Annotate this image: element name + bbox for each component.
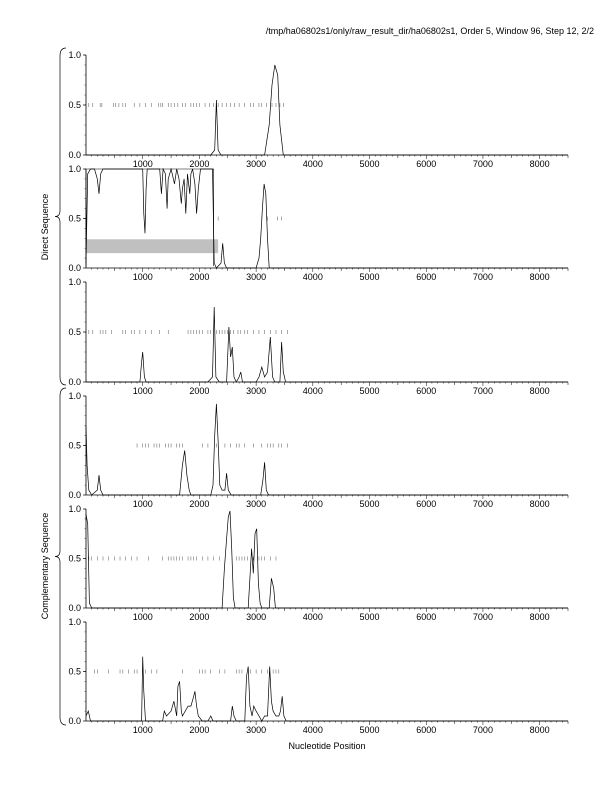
x-tick-label: 5000 [360, 612, 380, 622]
x-tick-label: 2000 [189, 159, 209, 169]
x-tick-label: 2000 [189, 725, 209, 735]
x-tick-label: 3000 [246, 612, 266, 622]
x-tick-label: 2000 [189, 272, 209, 282]
x-tick-label: 7000 [473, 725, 493, 735]
series-line [85, 403, 568, 496]
direct-group-brace [54, 47, 67, 386]
x-tick-label: 6000 [416, 612, 436, 622]
y-tick-label: 0.0 [68, 150, 81, 160]
x-axis-title: Nucleotide Position [288, 741, 365, 751]
x-tick-label: 7000 [473, 272, 493, 282]
complementary-group-label: Complementary Sequence [40, 513, 50, 620]
x-tick-label: 5000 [360, 499, 380, 509]
figure-title: /tmp/ha06802s1/only/raw_result_dir/ha068… [265, 26, 594, 36]
y-tick-label: 0.5 [68, 327, 81, 337]
x-tick-label: 6000 [416, 272, 436, 282]
y-tick-label: 1.0 [68, 164, 81, 174]
x-tick-label: 3000 [246, 725, 266, 735]
y-tick-label: 0.5 [68, 441, 81, 451]
x-tick-label: 1000 [133, 499, 153, 509]
x-tick-label: 1000 [133, 386, 153, 396]
x-tick-label: 1000 [133, 612, 153, 622]
y-tick-label: 0.5 [68, 100, 81, 110]
series-line [85, 510, 568, 609]
x-tick-label: 2000 [189, 499, 209, 509]
x-tick-label: 6000 [416, 499, 436, 509]
x-tick-label: 4000 [303, 725, 323, 735]
y-tick-label: 0.5 [68, 667, 81, 677]
x-tick-label: 3000 [246, 159, 266, 169]
series-line [85, 656, 568, 722]
x-tick-label: 5000 [360, 159, 380, 169]
series-line [86, 306, 568, 383]
y-tick-label: 1.0 [68, 617, 81, 627]
x-tick-label: 2000 [189, 612, 209, 622]
x-tick-label: 3000 [246, 386, 266, 396]
x-tick-label: 8000 [530, 159, 550, 169]
x-tick-label: 4000 [303, 159, 323, 169]
x-tick-label: 1000 [133, 725, 153, 735]
x-tick-label: 1000 [133, 272, 153, 282]
x-tick-label: 2000 [189, 386, 209, 396]
x-tick-label: 7000 [473, 612, 493, 622]
y-tick-label: 0.0 [68, 603, 81, 613]
x-tick-label: 4000 [303, 612, 323, 622]
x-tick-label: 8000 [530, 272, 550, 282]
x-tick-label: 6000 [416, 725, 436, 735]
x-tick-label: 7000 [473, 159, 493, 169]
direct-group-label: Direct Sequence [40, 194, 50, 261]
x-tick-label: 3000 [246, 499, 266, 509]
y-tick-label: 0.5 [68, 554, 81, 564]
y-tick-label: 0.0 [68, 263, 81, 273]
y-tick-label: 0.0 [68, 716, 81, 726]
x-tick-label: 5000 [360, 725, 380, 735]
x-tick-label: 5000 [360, 386, 380, 396]
y-tick-label: 1.0 [68, 504, 81, 514]
x-tick-label: 8000 [530, 612, 550, 622]
y-tick-label: 0.0 [68, 377, 81, 387]
x-tick-label: 3000 [246, 272, 266, 282]
highlight-band [86, 239, 219, 254]
y-tick-label: 0.5 [68, 214, 81, 224]
y-tick-label: 1.0 [68, 50, 81, 60]
x-tick-label: 6000 [416, 159, 436, 169]
x-tick-label: 8000 [530, 499, 550, 509]
x-tick-label: 4000 [303, 499, 323, 509]
y-tick-label: 1.0 [68, 391, 81, 401]
y-tick-label: 1.0 [68, 277, 81, 287]
x-tick-label: 6000 [416, 386, 436, 396]
x-tick-label: 5000 [360, 272, 380, 282]
complementary-group-brace [54, 387, 67, 726]
series-line [85, 167, 568, 269]
y-tick-label: 0.0 [68, 490, 81, 500]
series-line [86, 64, 568, 156]
x-tick-label: 1000 [133, 159, 153, 169]
x-tick-label: 4000 [303, 386, 323, 396]
x-tick-label: 7000 [473, 386, 493, 396]
x-tick-label: 8000 [530, 386, 550, 396]
x-tick-label: 8000 [530, 725, 550, 735]
x-tick-label: 4000 [303, 272, 323, 282]
x-tick-label: 7000 [473, 499, 493, 509]
